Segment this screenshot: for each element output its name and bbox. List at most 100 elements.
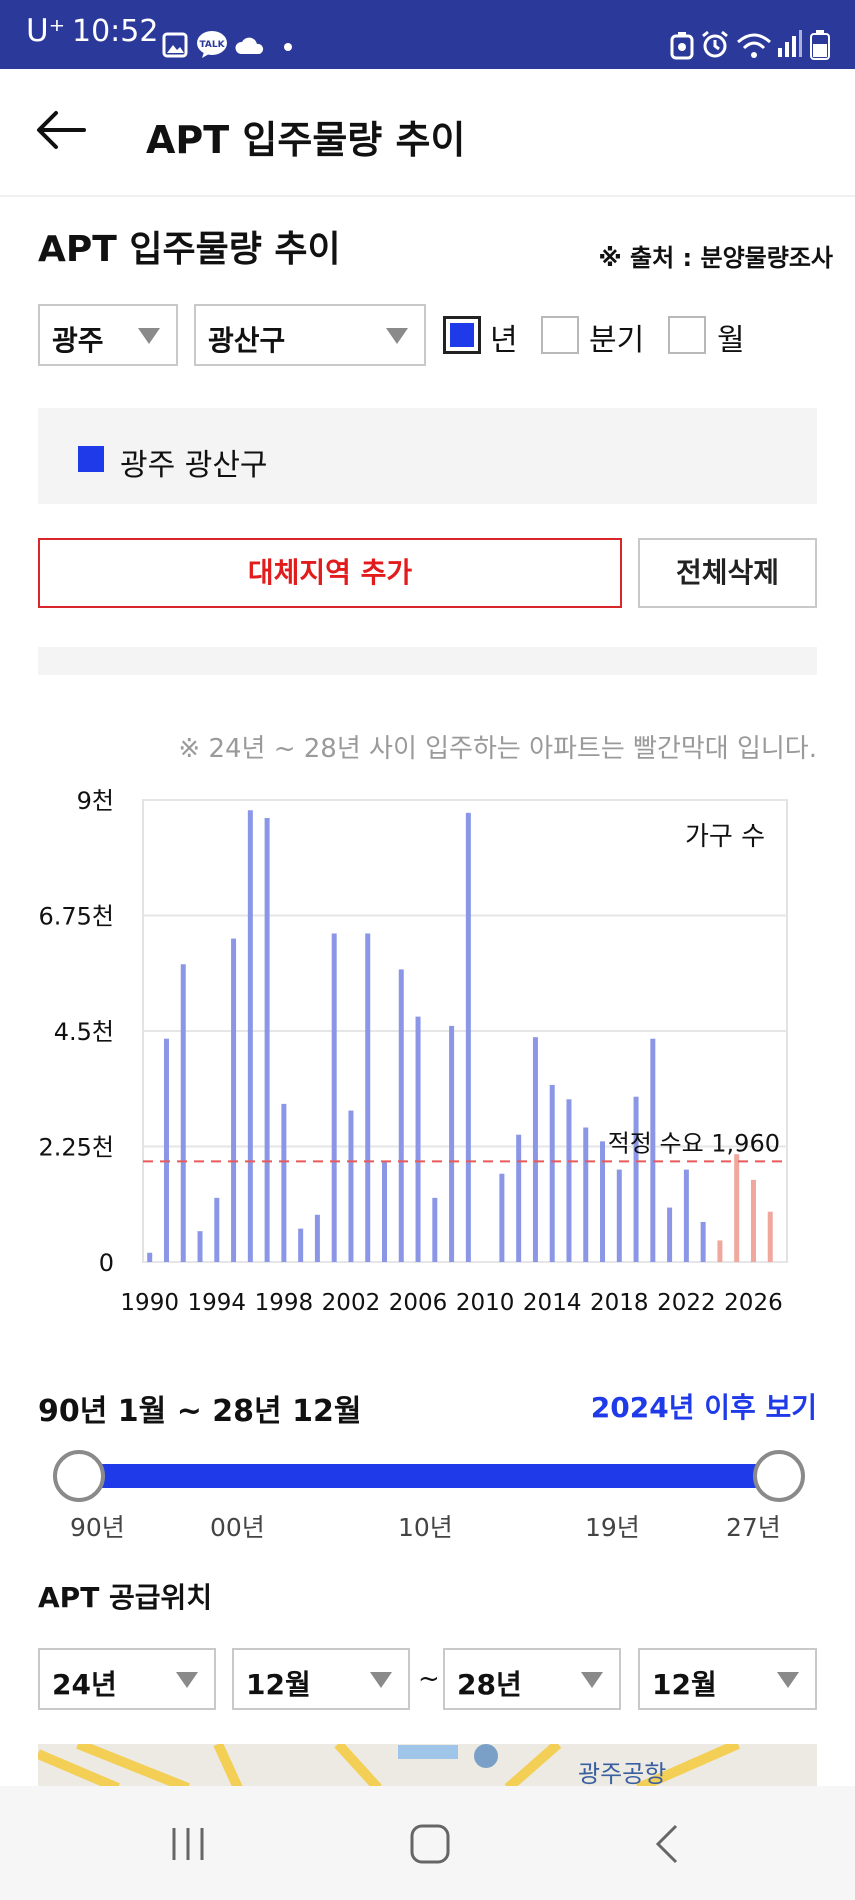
y-tick-label: 6.75천 [38, 903, 114, 931]
period-label-year: 년 [490, 323, 518, 358]
period-label-quarter: 분기 [589, 323, 645, 358]
bar [549, 1084, 555, 1262]
signal-icon [778, 30, 802, 57]
chart-note: ※ 24년 ~ 28년 사이 입주하는 아파트는 빨간막대 입니다. [178, 734, 817, 764]
bar [734, 1154, 740, 1262]
bar [163, 1038, 169, 1262]
slider-tick-label: 27년 [726, 1513, 781, 1542]
slider-tick-label: 90년 [70, 1513, 125, 1542]
x-tick-label: 2006 [389, 1290, 448, 1316]
slider-tick-label: 19년 [585, 1513, 640, 1542]
carrier-label: U⁺ [26, 13, 66, 49]
period-checkbox-year[interactable] [443, 316, 481, 354]
to-month-select[interactable]: 12월 [638, 1648, 817, 1710]
district-select-value: 광산구 [208, 324, 286, 357]
to-year-select[interactable]: 28년 [443, 1648, 621, 1710]
map-label-airport: 광주공항 [578, 1760, 667, 1788]
section-title: APT 입주물량 추이 [38, 229, 341, 270]
status-time: 10:52 [72, 14, 159, 49]
bar [449, 1025, 455, 1262]
bar [231, 938, 237, 1262]
bar [600, 1141, 606, 1262]
x-tick-label: 2010 [456, 1290, 515, 1316]
status-bar: U⁺ 10:52 TALK [0, 0, 855, 69]
y-tick-label: 9천 [77, 787, 114, 815]
from-year-select[interactable]: 24년 [38, 1648, 216, 1710]
region-select-value: 광주 [52, 324, 104, 357]
chart-unit-label: 가구 수 [685, 822, 765, 852]
view-after-2024-link[interactable]: 2024년 이후 보기 [590, 1391, 817, 1424]
bar [382, 1161, 387, 1262]
bar [532, 1037, 538, 1262]
range-slider-end-handle[interactable] [753, 1450, 805, 1502]
period-checkbox-month[interactable] [668, 316, 706, 354]
district-select[interactable]: 광산구 [194, 304, 426, 366]
bar [197, 1231, 203, 1262]
bar [180, 964, 186, 1262]
bar [583, 1127, 589, 1262]
bar [633, 1096, 639, 1262]
bar [516, 1134, 522, 1262]
range-separator: ~ [418, 1664, 440, 1694]
battery-saver-icon [670, 32, 694, 60]
back-arrow-icon[interactable] [34, 105, 90, 155]
cloud-icon [235, 37, 264, 54]
page-title: APT 입주물량 추이 [146, 118, 466, 162]
home-icon[interactable] [408, 1822, 452, 1866]
talk-badge-text: TALK [199, 40, 225, 50]
system-nav-bar [0, 1786, 855, 1900]
bar [767, 1211, 773, 1262]
supply-bar-chart: 0 2.25천 4.5천 6.75천 9천 1990 1994 1998 2002 2006 20… [38, 787, 788, 1316]
to-month-value: 12월 [652, 1668, 717, 1701]
app-bar: APT 입주물량 추이 [0, 69, 855, 197]
from-month-select[interactable]: 12월 [232, 1648, 410, 1710]
bar [415, 1016, 421, 1262]
bar [667, 1207, 673, 1262]
y-tick-label: 4.5천 [54, 1018, 114, 1046]
delete-all-button[interactable]: 전체삭제 [638, 538, 817, 608]
x-tick-label: 2014 [523, 1290, 582, 1316]
legend-label: 광주 광산구 [120, 448, 268, 483]
bar [432, 1197, 438, 1262]
x-tick-label: 1998 [255, 1290, 314, 1316]
bar [750, 1179, 756, 1262]
add-region-button[interactable]: 대체지역 추가 [38, 538, 622, 608]
chart-bars [147, 810, 773, 1262]
period-label-month: 월 [717, 323, 745, 358]
bar [650, 1038, 656, 1262]
wifi-icon [737, 33, 771, 58]
bar [499, 1173, 505, 1262]
y-tick-label: 0 [99, 1249, 114, 1277]
recents-icon[interactable] [168, 1824, 208, 1864]
legend-box: 광주 광산구 [38, 408, 817, 504]
bar [365, 933, 371, 1262]
map-view[interactable]: 광주공항 [38, 1744, 817, 1788]
gallery-icon [162, 32, 188, 58]
slider-tick-label: 10년 [398, 1513, 453, 1542]
range-slider-start-handle[interactable] [53, 1450, 105, 1502]
chevron-down-icon [386, 328, 408, 344]
bar [398, 969, 404, 1262]
from-month-value: 12월 [246, 1668, 311, 1701]
bar [281, 1103, 287, 1262]
talk-icon: TALK [197, 31, 227, 58]
chevron-down-icon [581, 1672, 603, 1688]
bar [214, 1197, 220, 1262]
bar [465, 812, 471, 1262]
bar [298, 1228, 304, 1262]
chevron-down-icon [777, 1672, 799, 1688]
battery-icon [810, 30, 830, 60]
y-tick-label: 2.25천 [38, 1134, 114, 1162]
bar [616, 1169, 622, 1262]
bar [683, 1169, 689, 1262]
region-select[interactable]: 광주 [38, 304, 178, 366]
back-icon[interactable] [652, 1822, 682, 1866]
bar [331, 933, 337, 1262]
bar [348, 1110, 354, 1262]
x-tick-label: 2026 [724, 1290, 783, 1316]
period-checkbox-quarter[interactable] [541, 316, 579, 354]
chart-y-ticks: 0 2.25천 4.5천 6.75천 9천 [38, 787, 114, 1277]
chevron-down-icon [138, 328, 160, 344]
range-slider-track[interactable] [80, 1464, 780, 1488]
chevron-down-icon [176, 1672, 198, 1688]
